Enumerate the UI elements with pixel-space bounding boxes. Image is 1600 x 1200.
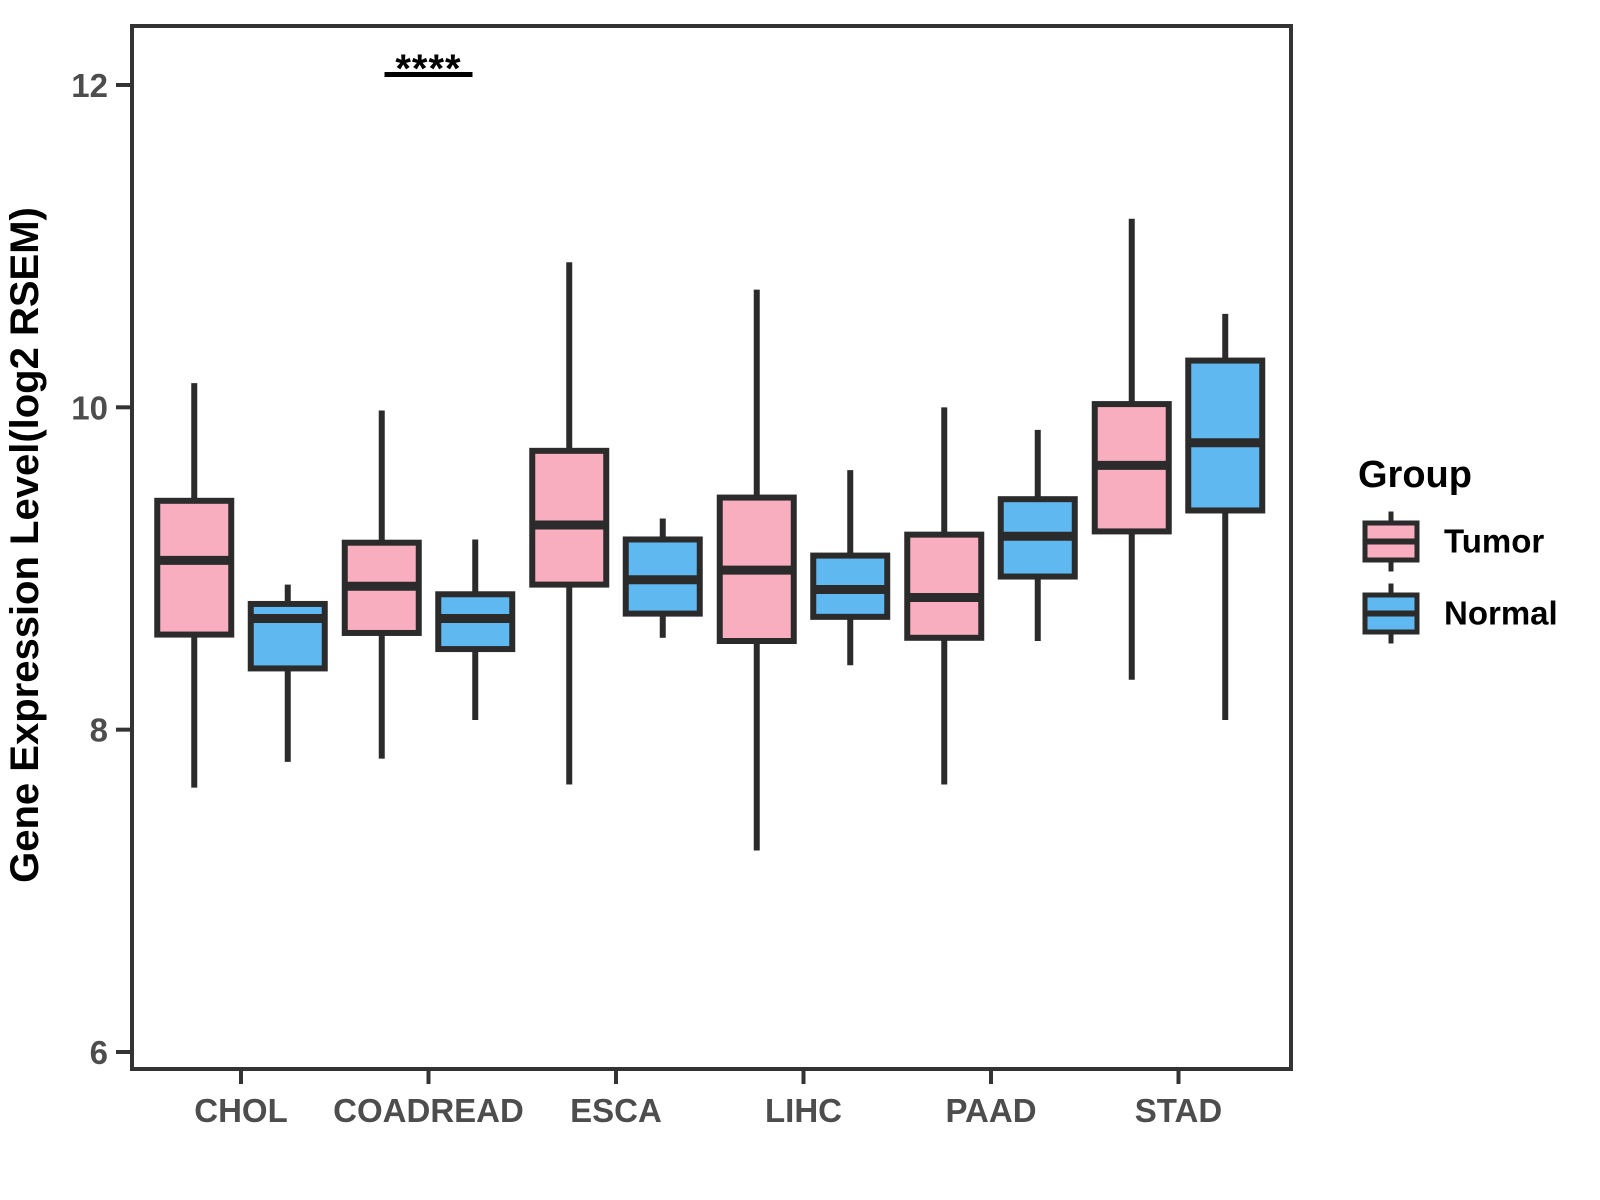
x-axis: CHOL COADREAD ESCA LIHC PAAD STAD [194, 1071, 1222, 1129]
x-tick-label-ESCA: ESCA [570, 1092, 662, 1129]
x-tick-label-PAAD: PAAD [945, 1092, 1036, 1129]
x-tick-label-COADREAD: COADREAD [333, 1092, 524, 1129]
legend-key-Tumor: Tumor [1362, 511, 1544, 572]
y-tick-label-6: 6 [90, 1034, 108, 1071]
legend-keys: Tumor Normal [1362, 511, 1558, 644]
panel-border [130, 24, 1293, 1071]
box-ESCA-Tumor [529, 447, 610, 588]
boxplots [154, 218, 1266, 851]
y-tick-label-10: 10 [71, 389, 108, 426]
box-STAD-Normal [1185, 357, 1266, 514]
box-CHOL-Normal [247, 600, 328, 672]
x-tick-label-CHOL: CHOL [194, 1092, 288, 1129]
y-tick-label-8: 8 [90, 712, 108, 749]
box-CHOL-Tumor [154, 497, 235, 638]
significance-annotation: **** [384, 47, 473, 91]
legend-key-Normal: Normal [1362, 583, 1558, 644]
x-tick-label-STAD: STAD [1135, 1092, 1222, 1129]
significance-stars: **** [395, 47, 461, 91]
y-axis: 6 8 10 12 [71, 67, 130, 1071]
legend-label-Normal: Normal [1444, 595, 1558, 632]
legend-title: Group [1358, 454, 1472, 496]
legend-label-Tumor: Tumor [1444, 523, 1544, 560]
y-tick-label-12: 12 [71, 67, 108, 104]
x-tick-label-LIHC: LIHC [765, 1092, 842, 1129]
box-PAAD-Tumor [904, 531, 985, 641]
y-axis-title: Gene Expression Level(log2 RSEM) [3, 207, 47, 883]
legend: Group Tumor Normal [1358, 454, 1558, 644]
